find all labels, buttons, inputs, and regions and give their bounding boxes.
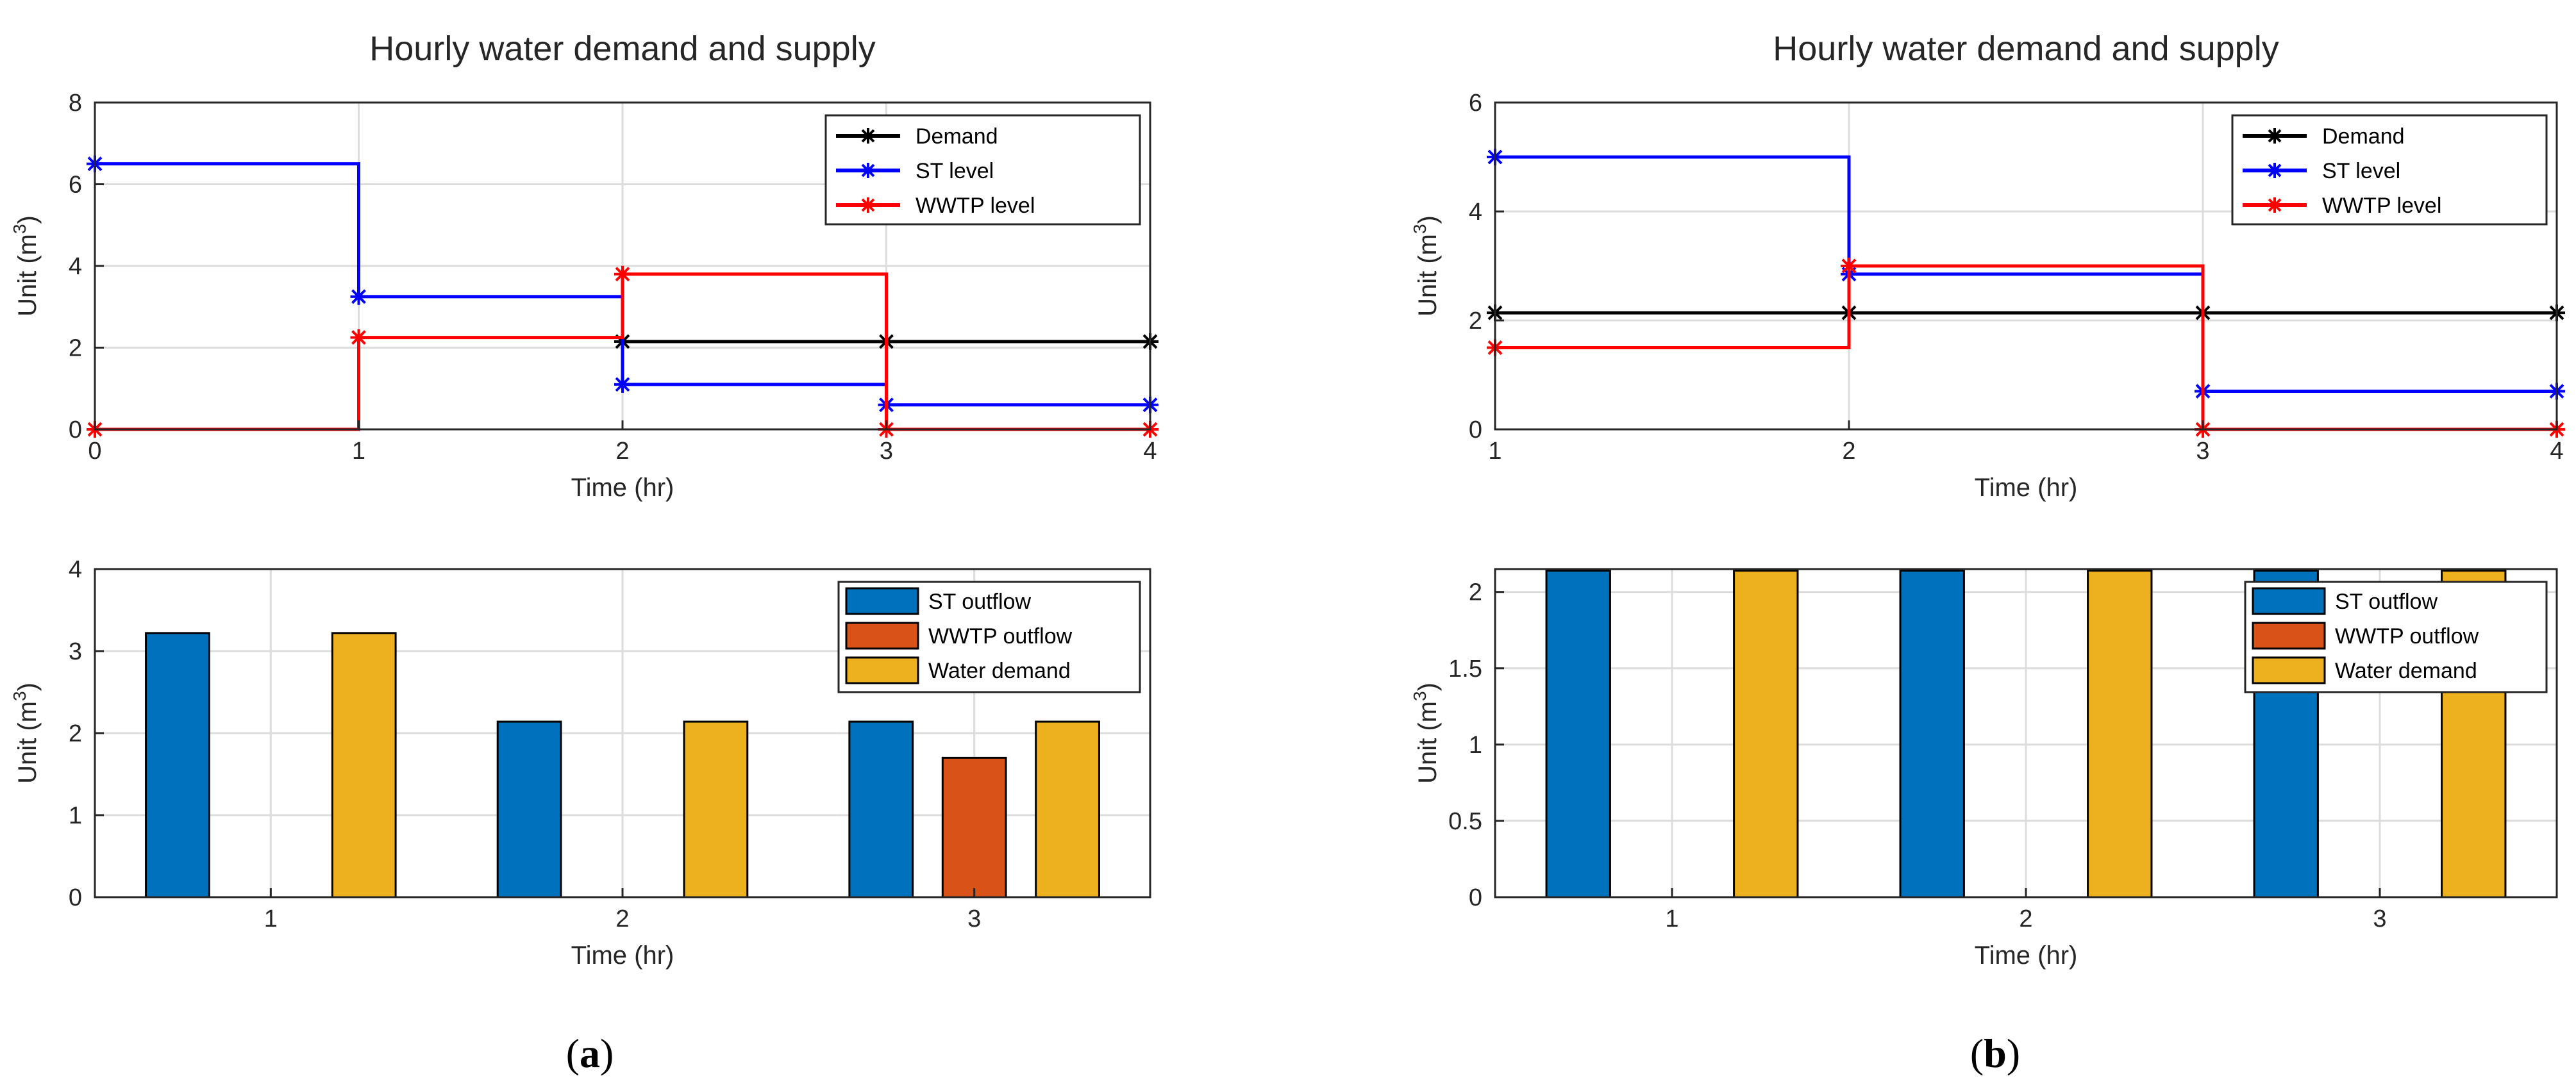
series-line-st-level: [1495, 155, 2557, 393]
y-tick-label: 0: [69, 417, 82, 443]
bar-water-demand: [2087, 569, 2153, 898]
legend-marker: [860, 163, 876, 178]
bar-water-demand: [1035, 720, 1100, 898]
y-tick-label: 4: [69, 556, 82, 583]
bar-water-demand: [683, 720, 749, 898]
x-tick-label: 4: [2550, 438, 2563, 465]
panel-label-b: (b): [1970, 1030, 2020, 1076]
y-tick-label: 6: [69, 172, 82, 199]
bar-st-outflow: [1545, 569, 1611, 898]
data-point: [614, 265, 631, 283]
x-tick-label: 2: [615, 906, 629, 932]
x-tick-label: 2: [615, 438, 629, 465]
legend-label: WWTP outflow: [2335, 624, 2479, 649]
chart-b-bottom: 1 2 3 0 0.5 1 1.5 2 Time (hr) Unit (m3) ST outflow…: [1410, 568, 2558, 970]
bar-water-demand: [1733, 569, 1799, 898]
legend-marker: [2267, 128, 2282, 144]
x-tick-label: 1: [1488, 438, 1501, 465]
bar-water-demand: [331, 632, 397, 898]
x-axis-label: Time (hr): [1975, 941, 2078, 970]
x-axis-label: Time (hr): [571, 941, 674, 970]
legend-swatch: [2252, 656, 2326, 684]
y-tick-label: 1: [1469, 732, 1482, 759]
y-tick-label: 2: [1469, 308, 1482, 335]
legend-swatch: [845, 587, 919, 615]
x-tick-label: 1: [1665, 906, 1678, 932]
panel-label-a: (a): [566, 1030, 614, 1076]
y-tick-label: 2: [1469, 579, 1482, 606]
bar-st-outflow: [848, 720, 914, 898]
x-tick-label: 3: [2196, 438, 2209, 465]
legend-marker: [2267, 197, 2282, 213]
y-tick-label: 4: [1469, 199, 1482, 226]
x-tick-label: 4: [1143, 438, 1157, 465]
chart-a-bottom: 1 2 3 0 1 2 3 4 Time (hr) Unit (m3) ST outflow WWTP…: [10, 556, 1151, 970]
legend-label: ST outflow: [2335, 590, 2438, 614]
legend-marker: [860, 197, 876, 213]
data-point: [614, 376, 631, 393]
data-point: [1841, 258, 1857, 274]
x-tick-label: 3: [880, 438, 893, 465]
bar-st-outflow: [1899, 569, 1965, 898]
legend-swatch: [2252, 622, 2326, 650]
data-point: [350, 329, 367, 346]
legend-swatch: [2252, 587, 2326, 615]
y-axis-label: Unit (m3): [1410, 215, 1442, 317]
axes-box: [1494, 101, 2558, 431]
x-axis-label: Time (hr): [1975, 474, 2078, 502]
x-tick-label: 3: [967, 906, 981, 932]
legend-label: ST level: [2322, 159, 2400, 183]
y-tick-label: 0: [69, 884, 82, 911]
y-tick-label: 1.5: [1448, 656, 1482, 682]
y-tick-label: 0: [1469, 417, 1482, 443]
legend-label: Water demand: [928, 659, 1071, 683]
bar-st-outflow: [496, 720, 562, 898]
legend: Demand ST level WWTP level: [824, 114, 1141, 226]
y-tick-label: 6: [1469, 90, 1482, 117]
legend: Demand ST level WWTP level: [2231, 114, 2548, 226]
legend-label: ST outflow: [928, 590, 1031, 614]
y-tick-label: 2: [69, 720, 82, 747]
x-axis-label: Time (hr): [571, 474, 674, 502]
legend-label: WWTP level: [2322, 194, 2441, 218]
chart-title: Hourly water demand and supply: [1773, 29, 2279, 68]
x-tick-label: 2: [2019, 906, 2032, 932]
x-tick-label: 3: [2373, 906, 2386, 932]
x-tick-label: 0: [88, 438, 101, 465]
legend: ST outflow WWTP outflow Water demand: [2244, 581, 2548, 693]
y-tick-label: 8: [69, 90, 82, 117]
y-axis-label: Unit (m3): [10, 682, 42, 784]
y-tick-label: 2: [69, 335, 82, 362]
x-tick-label: 1: [352, 438, 365, 465]
chart-b-top: 1 2 3 4 0 2 4 6 Hourly water demand and supply Ti…: [1410, 29, 2565, 502]
legend-marker: [860, 128, 876, 144]
legend-swatch: [845, 622, 919, 650]
legend-label: Demand: [916, 124, 998, 149]
legend-label: WWTP outflow: [928, 624, 1073, 649]
legend-label: ST level: [916, 159, 994, 183]
series-line-wwtp-level: [95, 272, 1150, 431]
y-tick-label: 1: [69, 802, 82, 829]
y-tick-label: 4: [69, 253, 82, 280]
bar-st-outflow: [145, 632, 210, 898]
x-tick-label: 1: [264, 906, 278, 932]
y-axis-label: Unit (m3): [10, 215, 42, 317]
x-tick-label: 2: [1842, 438, 1855, 465]
y-axis-label: Unit (m3): [1410, 682, 1442, 784]
y-tick-label: 0: [1469, 884, 1482, 911]
legend-label: Demand: [2322, 124, 2405, 149]
legend-label: Water demand: [2335, 659, 2477, 683]
chart-title: Hourly water demand and supply: [369, 29, 875, 68]
bar-wwtp-outflow: [941, 756, 1007, 898]
legend-swatch: [845, 656, 919, 684]
chart-a-top: 0 1 2 3 4 0 2 4 6 8 Hourly water demand and supply…: [10, 29, 1158, 502]
legend-marker: [2267, 163, 2282, 178]
legend: ST outflow WWTP outflow Water demand: [837, 581, 1141, 693]
y-tick-label: 0.5: [1448, 808, 1482, 835]
data-point: [350, 288, 367, 305]
y-tick-label: 3: [69, 638, 82, 665]
legend-label: WWTP level: [916, 194, 1035, 218]
